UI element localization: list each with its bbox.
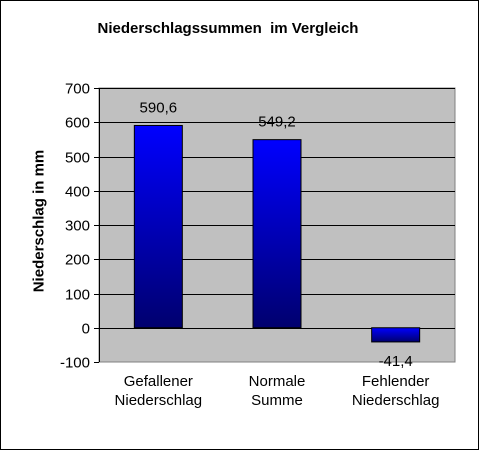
chart-title: Niederschlagssummen im Vergleich [97, 20, 359, 37]
bar [371, 327, 421, 343]
x-tick-label: Gefallener Niederschlag [114, 373, 203, 409]
y-tick-label: 700 [65, 81, 90, 98]
data-label: 549,2 [258, 114, 296, 131]
y-tick-label: 0 [82, 321, 90, 338]
bar [133, 124, 183, 329]
y-tick-label: 400 [65, 184, 90, 201]
y-tick-label: -100 [60, 355, 90, 372]
y-tick-label: 500 [65, 150, 90, 167]
x-tick-label: Normale Summe [248, 373, 306, 409]
y-tick-label: 300 [65, 218, 90, 235]
y-tick-label: 100 [65, 287, 90, 304]
data-label: -41,4 [379, 353, 413, 370]
data-label: 590,6 [140, 99, 178, 116]
bar [252, 139, 302, 329]
y-tick-label: 600 [65, 115, 90, 132]
y-tick-label: 200 [65, 252, 90, 269]
x-tick-label: Fehlender Niederschlag [351, 373, 440, 409]
